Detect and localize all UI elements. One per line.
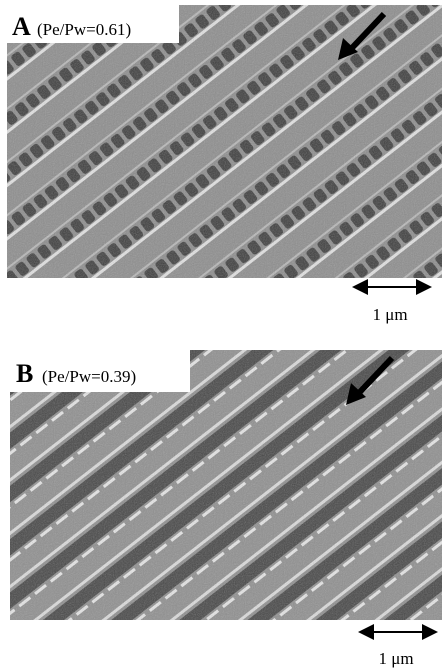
panel-label: B [16, 359, 33, 388]
panel-condition: (Pe/Pw=0.39) [42, 367, 136, 386]
panel-a: A (Pe/Pw=0.61) 1 μm [7, 5, 442, 324]
scale-label: 1 μm [378, 649, 413, 668]
panel-b: B (Pe/Pw=0.39) 1 μm [10, 350, 442, 668]
image-texture [7, 5, 442, 278]
scale-label: 1 μm [372, 305, 407, 324]
panel-condition: (Pe/Pw=0.61) [37, 20, 131, 39]
panel-label: A [12, 12, 31, 41]
figure: A (Pe/Pw=0.61) 1 μm B (Pe/Pw=0.39) 1 μm [0, 0, 442, 670]
